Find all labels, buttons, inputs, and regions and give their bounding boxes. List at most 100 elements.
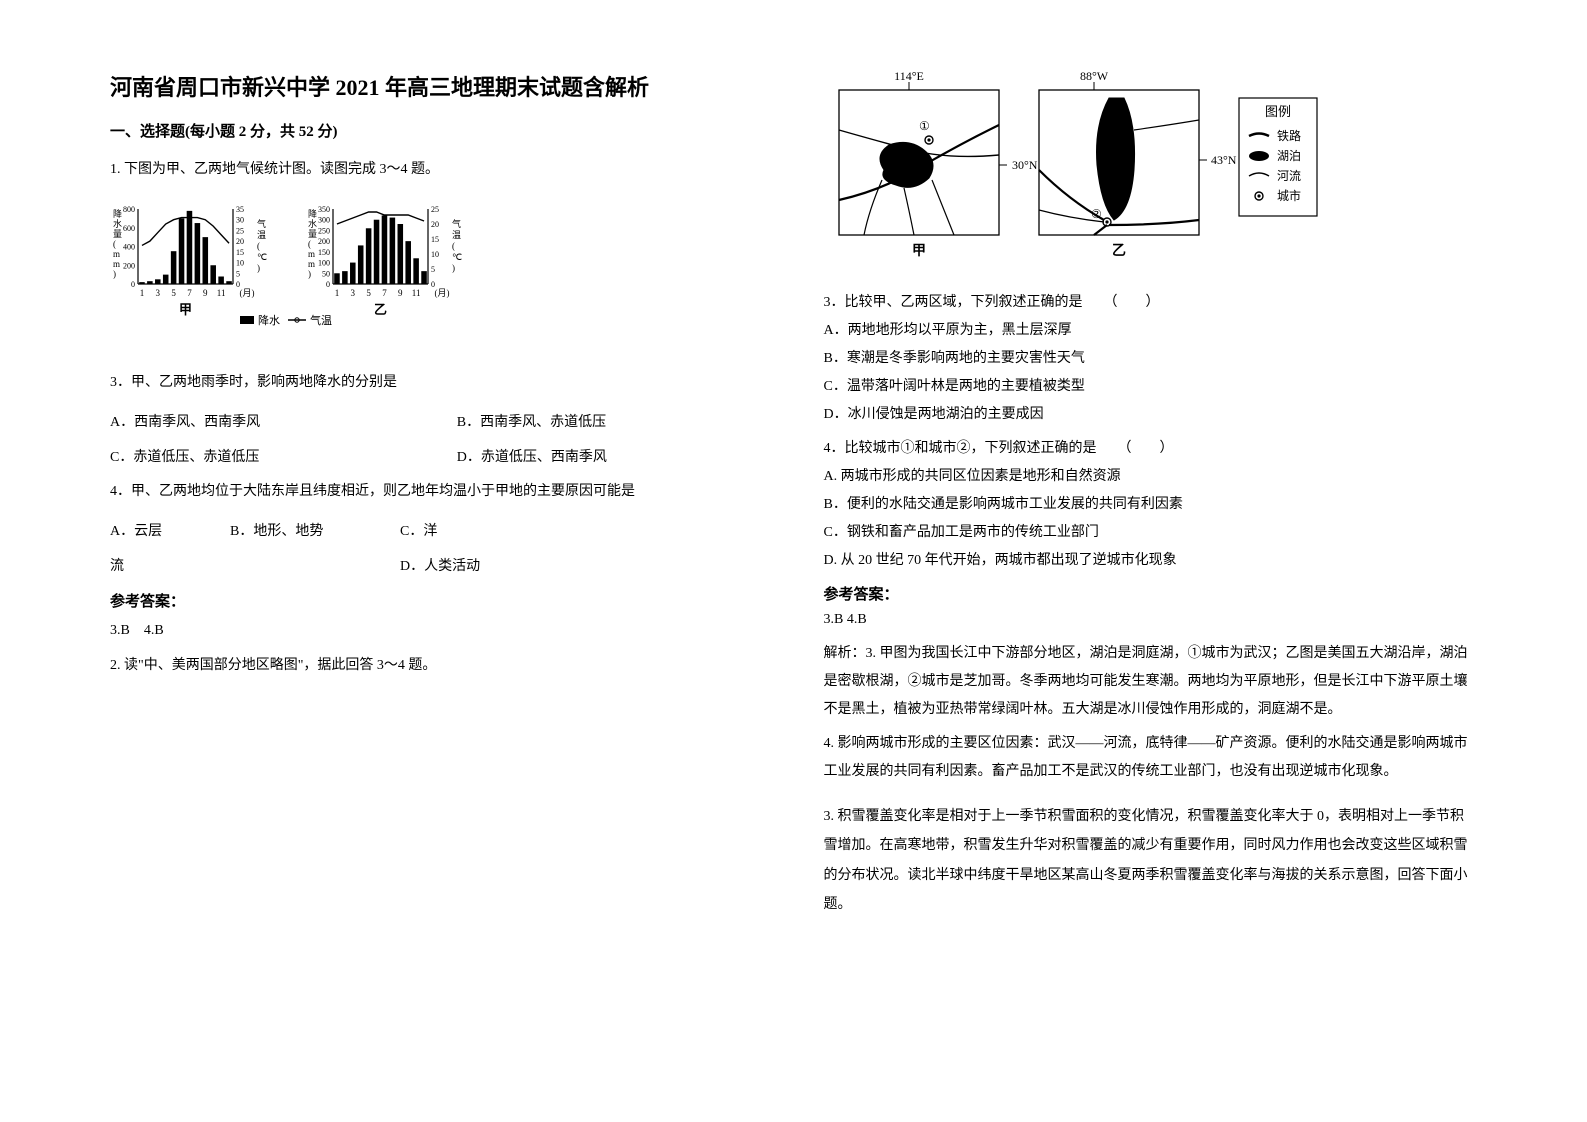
svg-text:气: 气 bbox=[257, 218, 266, 229]
svg-text:乙: 乙 bbox=[1112, 243, 1126, 259]
svg-text:铁路: 铁路 bbox=[1277, 128, 1301, 143]
q2-sub3-B: B．寒潮是冬季影响两地的主要灾害性天气 bbox=[824, 345, 1478, 373]
svg-text:0: 0 bbox=[326, 280, 330, 289]
q1-sub4-D: D．人类活动 bbox=[400, 552, 764, 583]
q2-sub4-stem: 4．比较城市①和城市②，下列叙述正确的是 （ ） bbox=[824, 435, 1478, 463]
svg-text:(: ( bbox=[308, 239, 311, 249]
q2-sub3-C: C．温带落叶阔叶林是两地的主要植被类型 bbox=[824, 373, 1478, 401]
svg-text:(月): (月) bbox=[240, 288, 255, 298]
svg-text:): ) bbox=[113, 269, 116, 279]
svg-text:m: m bbox=[113, 259, 120, 269]
left-column: 河南省周口市新兴中学 2021 年高三地理期末试题含解析 一、选择题(每小题 2… bbox=[90, 70, 794, 1082]
q2-sub4-A: A. 两城市形成的共同区位因素是地形和自然资源 bbox=[824, 463, 1478, 491]
svg-text:800: 800 bbox=[123, 205, 135, 214]
svg-text:℃: ℃ bbox=[452, 252, 462, 262]
svg-text:降: 降 bbox=[308, 208, 317, 219]
svg-text:m: m bbox=[308, 249, 315, 259]
svg-text:15: 15 bbox=[236, 248, 244, 257]
svg-text:100: 100 bbox=[318, 259, 330, 268]
q1-sub3-stem: 3．甲、乙两地雨季时，影响两地降水的分别是 bbox=[110, 368, 764, 397]
svg-text:5: 5 bbox=[431, 265, 435, 274]
svg-text:甲: 甲 bbox=[179, 302, 192, 317]
q1-sub4-row2: 流 D．人类活动 bbox=[110, 552, 764, 583]
q1-sub4-stem: 4．甲、乙两地均位于大陆东岸且纬度相近，则乙地年均温小于甲地的主要原因可能是 bbox=[110, 477, 764, 506]
svg-text:水: 水 bbox=[308, 218, 317, 229]
q2-exp2: 4. 影响两城市形成的主要区位因素：武汉——河流，底特律——矿产资源。便利的水陆… bbox=[824, 730, 1478, 786]
svg-text:①: ① bbox=[919, 119, 930, 133]
svg-text:7: 7 bbox=[382, 288, 387, 298]
svg-text:): ) bbox=[308, 269, 311, 279]
svg-text:88°W: 88°W bbox=[1079, 70, 1108, 83]
svg-text:温: 温 bbox=[452, 230, 461, 240]
svg-text:20: 20 bbox=[431, 220, 439, 229]
svg-text:(月): (月) bbox=[435, 288, 450, 298]
svg-text:0: 0 bbox=[131, 280, 135, 289]
q1-sub4-C: C．洋 bbox=[400, 517, 764, 548]
q1-sub3-B: B．西南季风、赤道低压 bbox=[417, 408, 764, 439]
svg-text:温: 温 bbox=[257, 230, 266, 240]
svg-text:城市: 城市 bbox=[1277, 188, 1301, 203]
svg-text:10: 10 bbox=[431, 250, 439, 259]
svg-text:量: 量 bbox=[113, 229, 122, 239]
svg-text:200: 200 bbox=[123, 262, 135, 271]
q1-answer-label: 参考答案： bbox=[110, 590, 764, 611]
svg-text:3: 3 bbox=[351, 288, 356, 298]
q3-stem: 3. 积雪覆盖变化率是相对于上一季节积雪面积的变化情况，积雪覆盖变化率大于 0，… bbox=[824, 802, 1478, 920]
svg-text:9: 9 bbox=[398, 288, 403, 298]
svg-text:℃: ℃ bbox=[257, 252, 267, 262]
svg-text:30: 30 bbox=[236, 216, 244, 225]
svg-text:600: 600 bbox=[123, 224, 135, 233]
q2-answer-label: 参考答案： bbox=[824, 583, 1478, 604]
q2-sub3-stem: 3．比较甲、乙两区域，下列叙述正确的是 （ ） bbox=[824, 289, 1478, 317]
svg-text:5: 5 bbox=[366, 288, 371, 298]
q1-sub3-C: C．赤道低压、赤道低压 bbox=[110, 443, 417, 474]
svg-text:114°E: 114°E bbox=[894, 70, 924, 83]
svg-text:(: ( bbox=[257, 241, 260, 251]
svg-text:5: 5 bbox=[171, 288, 176, 298]
q2-sub3-A: A．两地地形均以平原为主，黑土层深厚 bbox=[824, 317, 1478, 345]
q1-stem: 1. 下图为甲、乙两地气候统计图。读图完成 3～4 题。 bbox=[110, 155, 764, 184]
svg-text:): ) bbox=[257, 263, 260, 273]
svg-text:(: ( bbox=[452, 241, 455, 251]
svg-text:3: 3 bbox=[156, 288, 161, 298]
svg-text:降水: 降水 bbox=[258, 313, 280, 327]
svg-text:25: 25 bbox=[236, 227, 244, 236]
doc-title: 河南省周口市新兴中学 2021 年高三地理期末试题含解析 bbox=[110, 70, 764, 102]
svg-text:20: 20 bbox=[236, 238, 244, 247]
svg-text:量: 量 bbox=[308, 229, 317, 239]
svg-text:): ) bbox=[452, 263, 455, 273]
q1-sub3-row1: A．西南季风、西南季风 B．西南季风、赤道低压 bbox=[110, 408, 764, 439]
section-1-head: 一、选择题(每小题 2 分，共 52 分) bbox=[110, 120, 764, 141]
svg-text:400: 400 bbox=[123, 243, 135, 252]
svg-text:7: 7 bbox=[187, 288, 192, 298]
right-column: 114°E 30°N ① 甲 88°W 43°N ② 乙 图例铁路湖泊河流城市 3．比较甲、乙两… bbox=[794, 70, 1498, 1082]
svg-text:m: m bbox=[113, 249, 120, 259]
q1-sub4-B: B．地形、地势 bbox=[230, 517, 400, 548]
svg-text:5: 5 bbox=[236, 270, 240, 279]
svg-text:气温: 气温 bbox=[310, 313, 332, 327]
q1-sub3-row2: C．赤道低压、赤道低压 D．赤道低压、西南季风 bbox=[110, 443, 764, 474]
q1-sub4-A: A．云层 bbox=[110, 517, 230, 548]
svg-text:甲: 甲 bbox=[912, 243, 926, 259]
svg-text:m: m bbox=[308, 259, 315, 269]
svg-text:25: 25 bbox=[431, 205, 439, 214]
svg-text:300: 300 bbox=[318, 216, 330, 225]
q2-sub4-C: C．钢铁和畜产品加工是两市的传统工业部门 bbox=[824, 519, 1478, 547]
svg-text:②: ② bbox=[1091, 207, 1102, 221]
svg-text:30°N: 30°N bbox=[1012, 158, 1038, 172]
q1-sub3-A: A．西南季风、西南季风 bbox=[110, 408, 417, 439]
svg-text:乙: 乙 bbox=[374, 302, 387, 317]
q2-sub4-B: B．便利的水陆交通是影响两城市工业发展的共同有利因素 bbox=[824, 491, 1478, 519]
svg-text:250: 250 bbox=[318, 227, 330, 236]
svg-text:湖泊: 湖泊 bbox=[1277, 148, 1301, 163]
svg-text:图例: 图例 bbox=[1264, 104, 1290, 119]
climate-svg: 0200400600800051015202530351357911(月)降水量… bbox=[110, 194, 480, 349]
svg-text:河流: 河流 bbox=[1277, 169, 1301, 183]
svg-text:43°N: 43°N bbox=[1211, 153, 1237, 167]
q1-answer: 3.B 4.B bbox=[110, 619, 764, 639]
svg-text:降: 降 bbox=[113, 208, 122, 219]
svg-text:150: 150 bbox=[318, 248, 330, 257]
svg-text:11: 11 bbox=[217, 288, 226, 298]
svg-text:11: 11 bbox=[412, 288, 421, 298]
svg-text:(: ( bbox=[113, 239, 116, 249]
